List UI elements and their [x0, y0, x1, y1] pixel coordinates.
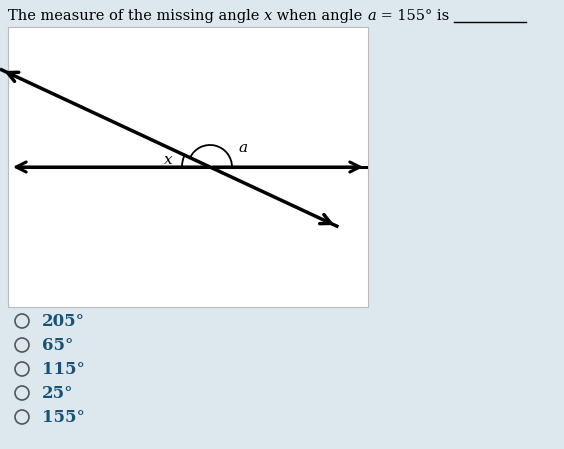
- Text: = 155° is: = 155° is: [376, 9, 454, 23]
- Text: x: x: [264, 9, 272, 23]
- Text: 65°: 65°: [42, 336, 73, 353]
- Text: when angle: when angle: [272, 9, 367, 23]
- Text: a: a: [367, 9, 376, 23]
- Text: x: x: [164, 153, 173, 167]
- Text: The measure of the missing angle: The measure of the missing angle: [8, 9, 264, 23]
- Text: 155°: 155°: [42, 409, 85, 426]
- Text: 115°: 115°: [42, 361, 85, 378]
- Text: a: a: [239, 141, 248, 155]
- Text: 205°: 205°: [42, 313, 85, 330]
- Text: 25°: 25°: [42, 384, 73, 401]
- Bar: [8, 27, 368, 307]
